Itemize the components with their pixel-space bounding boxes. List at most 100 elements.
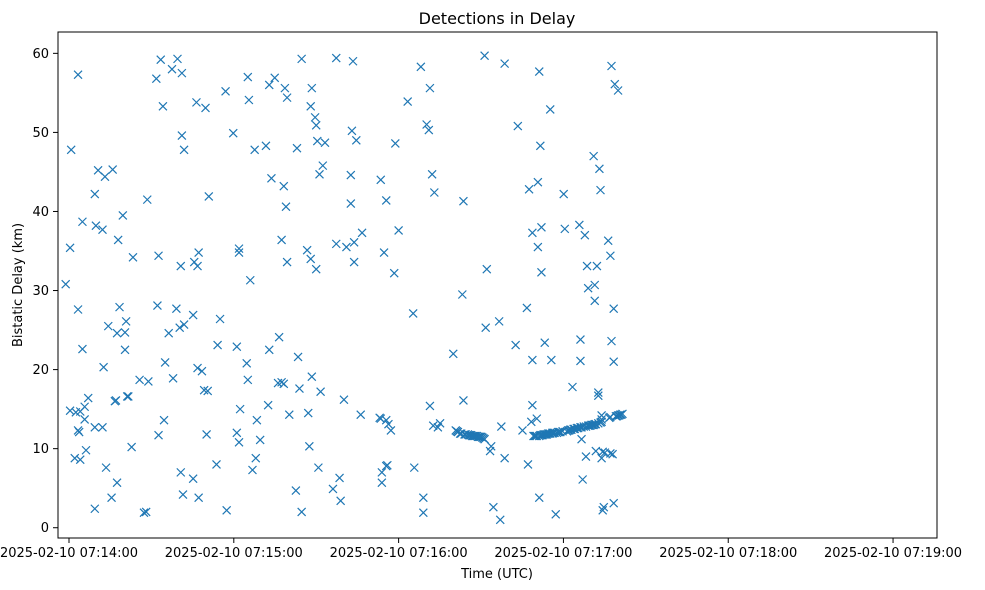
data-point [139,508,149,518]
data-point [578,475,588,484]
data-point [382,460,392,470]
data-point [179,145,189,155]
data-point [80,414,90,424]
data-point [576,356,585,366]
chart-title: Detections in Delay [419,9,576,28]
data-point [98,422,107,432]
data-point [141,507,151,517]
data-point [545,105,555,114]
data-point [429,188,439,197]
data-point [537,222,546,232]
data-point [292,143,302,153]
data-point [235,404,245,414]
data-point [111,396,121,405]
data-point [112,478,122,488]
data-point [591,419,601,429]
data-point [568,382,577,392]
data-point [297,507,307,517]
data-point [158,101,168,111]
data-point [202,430,212,439]
x-axis: 2025-02-10 07:14:00 2025-02-10 07:15:00 20… [0,538,962,561]
data-point [609,304,619,314]
data-point [377,478,387,488]
data-point [291,486,301,495]
data-point [341,242,351,252]
data-point [90,504,100,514]
data-point [610,79,620,89]
data-point [523,460,533,469]
data-point [422,120,432,129]
data-point [264,80,274,90]
data-point [590,280,600,290]
data-point [593,391,603,401]
data-point [318,161,328,171]
data-point [335,473,344,483]
data-point [73,70,83,80]
data-point [613,86,623,95]
data-point [201,103,210,113]
x-tick-label: 2025-02-10 07:15:00 [165,546,303,561]
data-point [425,401,435,411]
data-point [171,304,181,314]
data-point [213,340,223,350]
data-point [435,418,445,428]
data-point [386,426,396,435]
data-point [534,493,544,503]
data-point [78,344,87,354]
data-point [609,498,619,508]
data-point [167,64,177,74]
data-point [245,275,255,285]
data-point [403,97,413,106]
data-point [425,83,435,93]
data-point [61,279,71,289]
data-point [596,185,605,195]
data-point [605,448,615,458]
data-point [264,345,274,355]
data-point [151,74,161,84]
data-point [168,373,178,383]
data-point [234,437,244,447]
data-point [78,217,87,227]
data-point [532,414,542,424]
data-point [267,173,276,183]
data-point [277,235,287,245]
data-point [416,62,426,72]
data-point [592,261,602,271]
data-point [356,410,366,420]
data-point [408,309,418,318]
data-point [128,252,138,262]
data-point [175,323,185,333]
data-point [284,410,294,420]
data-point [560,224,570,234]
data-point [83,393,93,403]
data-point [527,355,537,365]
data-point [376,175,386,185]
data-point [311,120,321,130]
data-point [293,352,303,362]
data-point [526,417,536,427]
data-point [188,474,198,484]
data-point [482,264,492,274]
data-point [427,169,437,179]
data-point [176,467,186,477]
data-point [121,316,131,326]
data-point [234,244,244,254]
data-point [459,396,468,405]
data-point [243,72,253,82]
data-point [376,414,386,424]
y-axis: 0 10 20 30 40 50 60 [32,47,58,536]
data-point [307,372,317,382]
data-point [316,387,326,397]
data-point [607,336,616,346]
data-point [75,455,85,465]
data-point [311,264,321,274]
data-point [194,248,204,258]
data-point [535,141,545,151]
data-point [297,54,307,64]
data-point [306,101,316,111]
data-point [108,165,118,174]
data-point [537,267,546,277]
x-axis-label: Time (UTC) [460,567,533,582]
data-point [303,408,313,418]
data-point [118,211,128,220]
